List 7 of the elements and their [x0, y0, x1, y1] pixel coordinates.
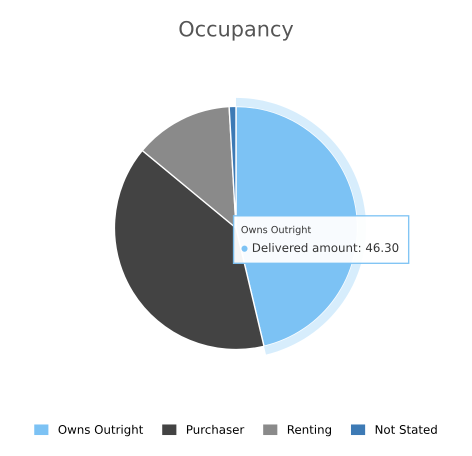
text: Owns Outright — [241, 226, 312, 236]
legend-label: Owns Outright — [58, 424, 144, 436]
chart-title: Occupancy — [179, 20, 294, 41]
legend-label: Purchaser — [186, 424, 244, 434]
legend-label: Not Stated — [376, 424, 437, 434]
text: Delivered amount: 46.30 — [252, 242, 398, 252]
legend-label: Renting — [288, 424, 332, 436]
